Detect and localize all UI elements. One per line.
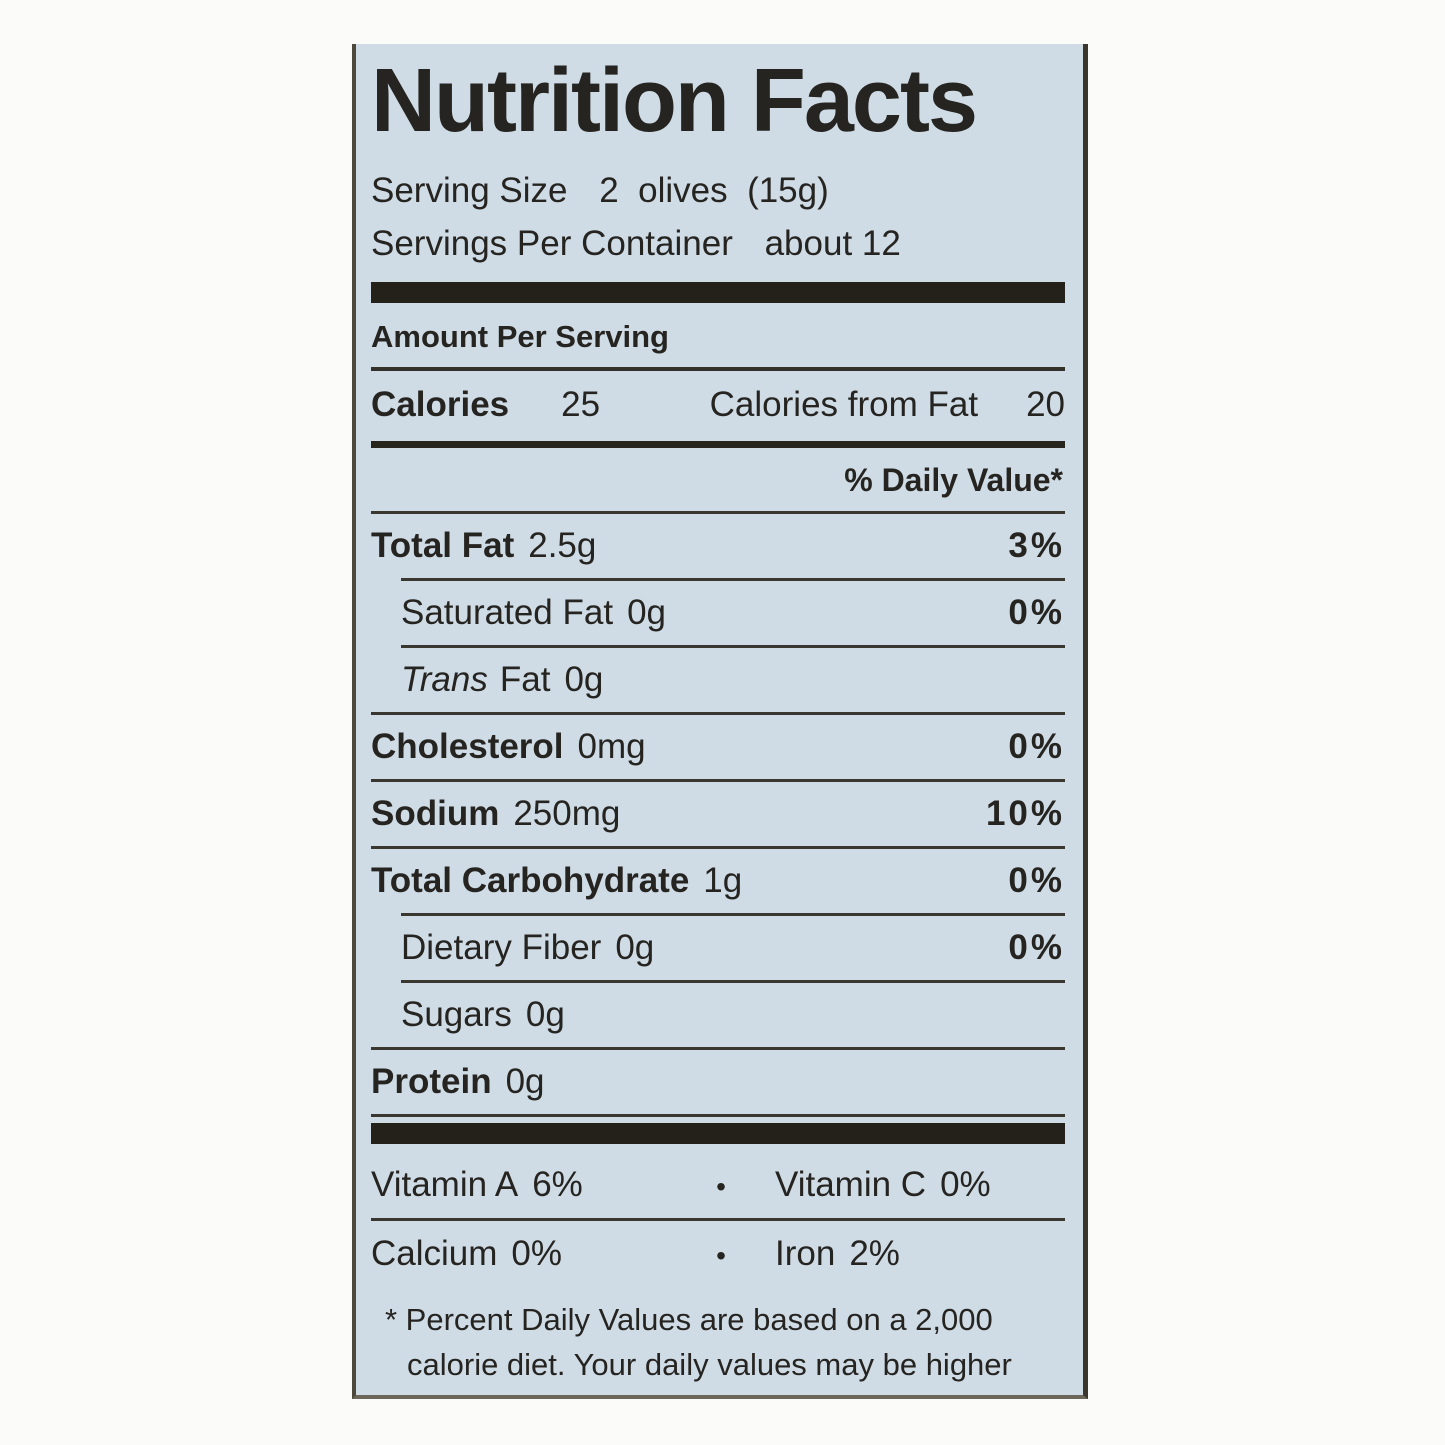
vitamin-right-cell: Iron 2%	[775, 1234, 900, 1274]
divider	[371, 440, 1065, 448]
nutrient-name: Sugars	[401, 994, 512, 1034]
divider	[371, 510, 1065, 514]
vitamin-name: Vitamin A	[371, 1164, 519, 1204]
nutrient-row-cholesterol: Cholesterol 0mg 0%	[371, 715, 1065, 779]
divider	[371, 366, 1065, 371]
bullet-separator-icon: •	[716, 1170, 726, 1202]
nutrient-daily-value: 0%	[1008, 726, 1065, 766]
footnote-line: or lower depending on your calorie needs…	[407, 1387, 1065, 1395]
bullet-separator-icon: •	[716, 1239, 726, 1271]
nutrient-name: Protein	[371, 1061, 492, 1101]
divider	[401, 577, 1065, 581]
nutrient-row-trans-fat: Trans Fat 0g	[371, 648, 1065, 712]
nutrient-amount: 0g	[525, 994, 565, 1034]
vitamin-value: 0%	[940, 1164, 991, 1204]
calories-row: Calories 25 Calories from Fat 20	[371, 371, 1065, 441]
nutrient-daily-value: 3%	[1008, 525, 1065, 565]
nutrient-row-saturated-fat: Saturated Fat 0g 0%	[371, 581, 1065, 645]
nutrient-name: Saturated Fat	[401, 592, 614, 632]
vitamin-left-cell: Calcium 0%	[371, 1234, 691, 1274]
nutrient-amount: 0g	[615, 927, 655, 967]
nutrient-daily-value: 0%	[1008, 927, 1065, 967]
nutrient-name: Dietary Fiber	[401, 927, 602, 967]
servings-per-container-label: Servings Per Container	[371, 223, 733, 263]
divider	[371, 711, 1065, 715]
nutrient-name: Fat	[499, 659, 551, 699]
divider	[371, 778, 1065, 782]
vitamin-value: 6%	[532, 1164, 583, 1204]
vitamin-row-a-c: Vitamin A 6% • Vitamin C 0%	[371, 1152, 1065, 1218]
calories-from-fat-label: Calories from Fat	[709, 384, 979, 424]
divider	[371, 1046, 1065, 1050]
divider	[371, 1113, 1065, 1117]
footnote-line: * Percent Daily Values are based on a 2,…	[385, 1301, 993, 1337]
divider	[401, 644, 1065, 648]
divider	[371, 845, 1065, 849]
nutrient-amount: 0g	[627, 592, 667, 632]
nutrition-facts-label: Nutrition Facts Serving Size 2 olives (1…	[352, 44, 1088, 1399]
nutrient-name: Total Fat	[371, 525, 515, 565]
amount-per-serving-heading: Amount Per Serving	[371, 318, 669, 354]
vitamin-right-cell: Vitamin C 0%	[775, 1165, 991, 1205]
nutrient-amount: 0g	[505, 1061, 545, 1101]
nutrient-row-protein: Protein 0g	[371, 1050, 1065, 1114]
daily-value-footnote: * Percent Daily Values are based on a 2,…	[371, 1297, 1065, 1395]
nutrient-amount: 250mg	[513, 793, 621, 833]
vitamin-value: 0%	[511, 1233, 563, 1273]
nutrient-amount: 0g	[564, 659, 604, 699]
label-title: Nutrition Facts	[371, 51, 978, 151]
nutrient-name: Cholesterol	[371, 726, 564, 766]
nutrient-name-italic: Trans	[401, 659, 488, 699]
nutrient-row-sodium: Sodium 250mg 10%	[371, 782, 1065, 846]
calories-value: 25	[561, 384, 601, 424]
nutrient-amount: 2.5g	[528, 525, 597, 565]
serving-size-line: Serving Size 2 olives (15g)	[371, 164, 1065, 217]
calories-label: Calories	[371, 384, 510, 424]
divider	[401, 912, 1065, 916]
nutrient-daily-value: 0%	[1008, 860, 1065, 900]
thick-divider-bar	[371, 281, 1065, 303]
divider	[371, 1217, 1065, 1221]
serving-size-value: 2 olives (15g)	[599, 170, 829, 210]
vitamin-row-calcium-iron: Calcium 0% • Iron 2%	[371, 1221, 1065, 1287]
servings-per-container-value: about 12	[764, 223, 901, 263]
vitamin-value: 2%	[849, 1233, 900, 1273]
nutrient-row-total-fat: Total Fat 2.5g 3%	[371, 514, 1065, 578]
daily-value-heading: % Daily Value*	[844, 461, 1063, 498]
calories-from-fat-value: 20	[1026, 384, 1065, 424]
serving-size-label: Serving Size	[371, 170, 568, 210]
nutrient-row-total-carbohydrate: Total Carbohydrate 1g 0%	[371, 849, 1065, 913]
nutrient-name: Total Carbohydrate	[371, 860, 690, 900]
thick-divider-bar	[371, 1122, 1065, 1144]
divider	[401, 979, 1065, 983]
nutrient-row-sugars: Sugars 0g	[371, 983, 1065, 1047]
nutrient-daily-value: 10%	[985, 793, 1065, 833]
nutrient-amount: 0mg	[577, 726, 646, 766]
footnote-line: calorie diet. Your daily values may be h…	[407, 1346, 1012, 1382]
vitamin-name: Calcium	[371, 1233, 498, 1273]
vitamin-name: Vitamin C	[775, 1164, 927, 1204]
nutrient-row-dietary-fiber: Dietary Fiber 0g 0%	[371, 916, 1065, 980]
servings-per-container-line: Servings Per Container about 12	[371, 217, 1065, 270]
vitamin-name: Iron	[775, 1233, 836, 1273]
vitamin-left-cell: Vitamin A 6%	[371, 1165, 691, 1205]
nutrient-name: Sodium	[371, 793, 500, 833]
nutrient-amount: 1g	[703, 860, 743, 900]
nutrient-daily-value: 0%	[1008, 592, 1065, 632]
